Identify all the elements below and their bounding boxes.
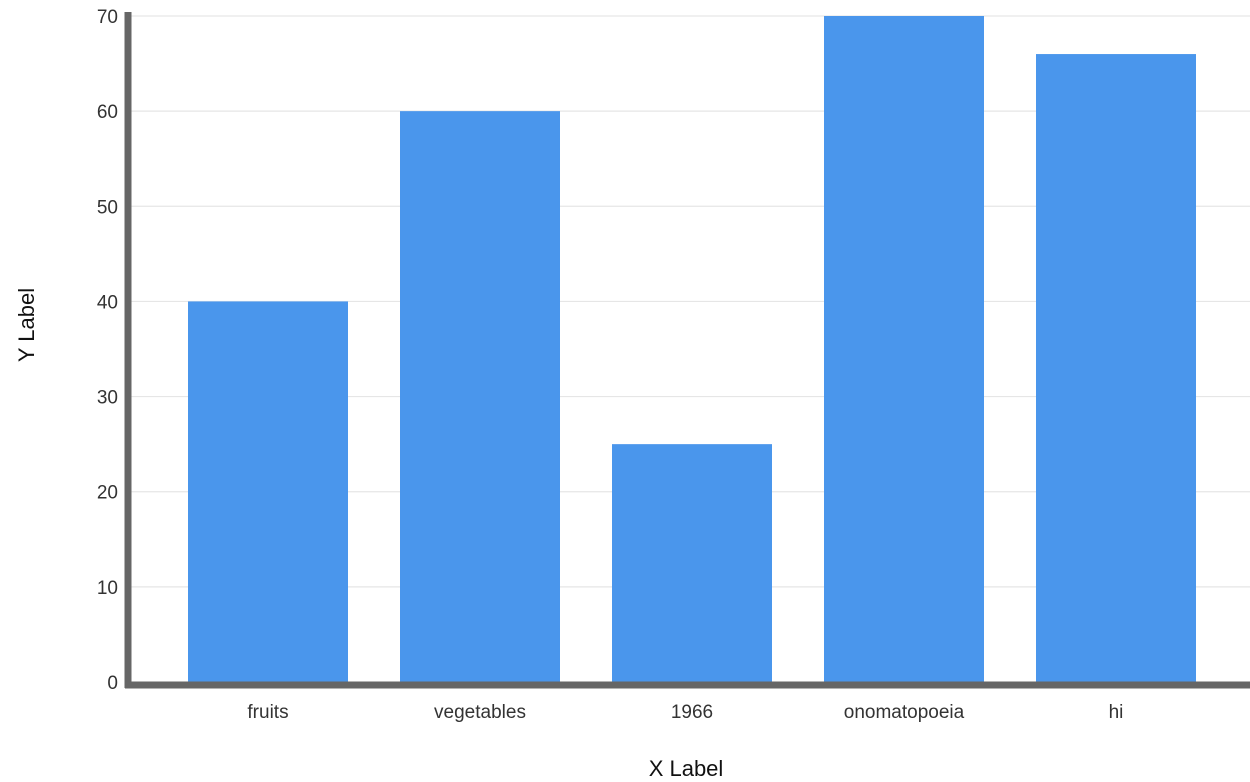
- bar-vegetables: [400, 111, 560, 682]
- y-tick-label: 20: [97, 483, 118, 504]
- y-tick-label: 40: [97, 292, 118, 313]
- x-tick-labels: fruits vegetables 1966 onomatopoeia hi: [247, 702, 1123, 723]
- x-tick-label: vegetables: [434, 702, 526, 723]
- bar-hi: [1036, 54, 1196, 683]
- y-tick-labels: 0 10 20 30 40 50 60 70: [97, 7, 118, 694]
- x-tick-label: 1966: [671, 702, 713, 723]
- bar-fruits: [188, 301, 348, 682]
- y-tick-label: 0: [107, 673, 118, 694]
- x-axis-title: X Label: [649, 756, 724, 781]
- bar-1966: [612, 444, 772, 682]
- y-tick-label: 70: [97, 7, 118, 28]
- bars: [188, 16, 1196, 683]
- x-tick-label: hi: [1109, 702, 1124, 723]
- y-tick-label: 50: [97, 197, 118, 218]
- y-axis-title: Y Label: [14, 288, 39, 362]
- axes: [124, 12, 1250, 689]
- bar-onomatopoeia: [824, 16, 984, 682]
- y-tick-label: 60: [97, 102, 118, 123]
- x-tick-label: fruits: [247, 702, 288, 723]
- x-tick-label: onomatopoeia: [844, 702, 965, 723]
- y-tick-label: 30: [97, 388, 118, 409]
- y-tick-label: 10: [97, 578, 118, 599]
